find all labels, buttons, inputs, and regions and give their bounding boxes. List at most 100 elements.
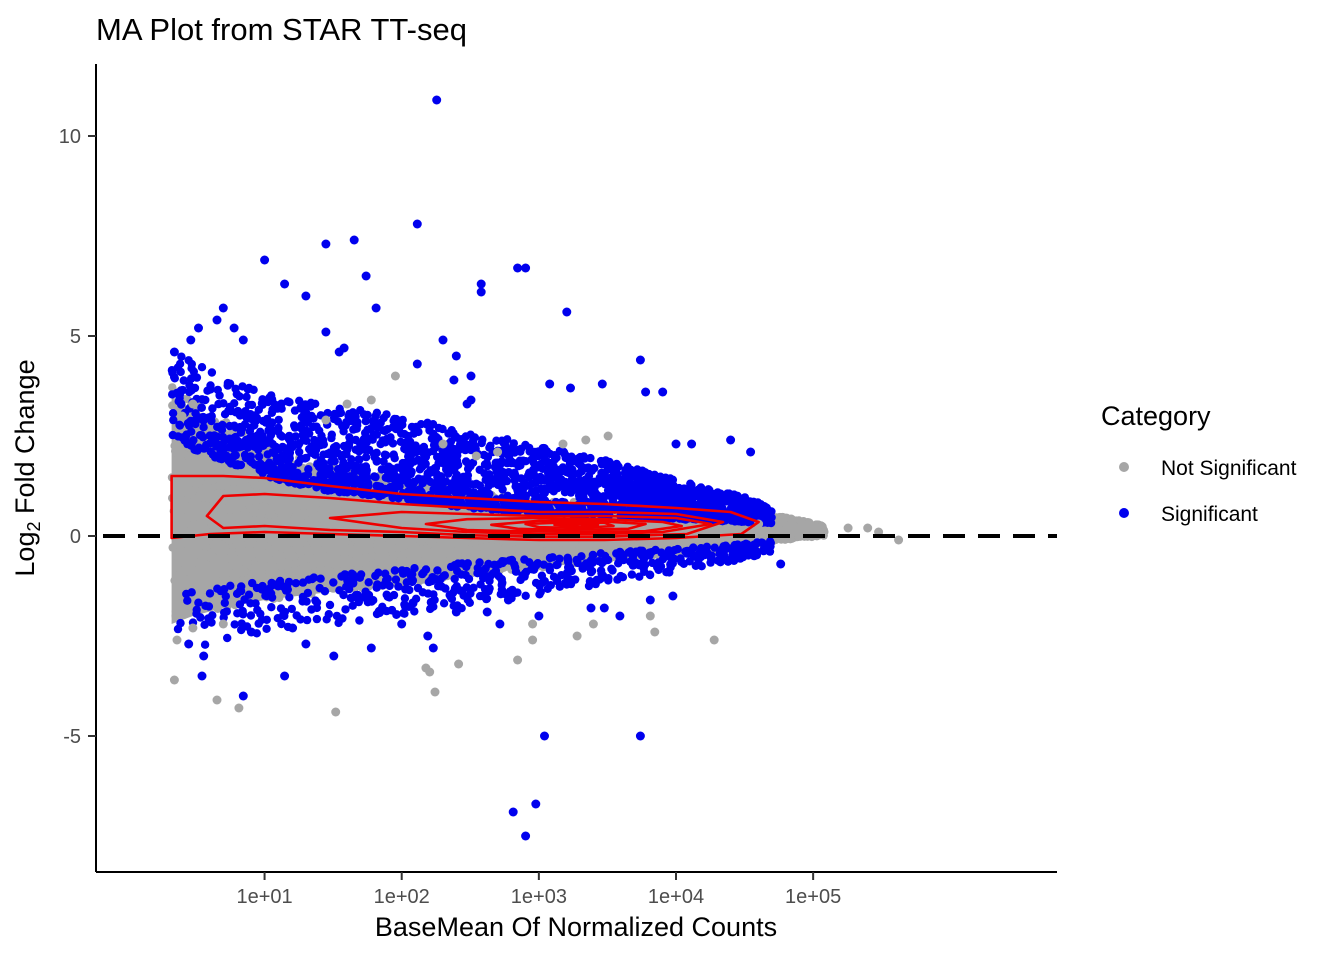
not-significant-point bbox=[353, 541, 362, 550]
not-significant-point bbox=[197, 541, 207, 550]
significant-point bbox=[176, 367, 185, 377]
significant-point bbox=[743, 549, 752, 558]
not-significant-point bbox=[442, 541, 452, 550]
not-significant-point bbox=[264, 508, 273, 517]
not-significant-point bbox=[472, 548, 481, 557]
significant-point bbox=[372, 457, 381, 466]
significant-point bbox=[480, 571, 489, 580]
not-significant-point bbox=[256, 544, 266, 554]
not-significant-point bbox=[331, 519, 340, 529]
not-significant-point bbox=[174, 453, 183, 463]
significant-point bbox=[223, 633, 232, 643]
not-significant-point bbox=[366, 553, 376, 562]
not-significant-point bbox=[396, 519, 405, 528]
significant-point bbox=[463, 595, 472, 604]
significant-point bbox=[341, 605, 350, 614]
not-significant-point bbox=[369, 525, 378, 534]
not-significant-point bbox=[333, 506, 343, 515]
significant-point bbox=[189, 436, 198, 445]
not-significant-point bbox=[203, 478, 212, 487]
not-significant-point bbox=[300, 501, 309, 511]
not-significant-point bbox=[246, 537, 256, 546]
not-significant-point bbox=[299, 507, 308, 517]
significant-point bbox=[371, 411, 380, 421]
not-significant-point bbox=[250, 515, 259, 525]
significant-point bbox=[543, 584, 552, 593]
not-significant-point bbox=[376, 516, 385, 525]
significant-point bbox=[220, 598, 229, 608]
not-significant-point bbox=[407, 556, 416, 565]
significant-point bbox=[212, 442, 221, 451]
significant-point bbox=[182, 589, 191, 599]
not-significant-point bbox=[222, 478, 232, 488]
not-significant-point bbox=[436, 557, 446, 566]
significant-point bbox=[361, 453, 371, 462]
not-significant-point bbox=[385, 516, 394, 525]
significant-point bbox=[390, 566, 400, 575]
not-significant-point bbox=[201, 560, 210, 570]
not-significant-point bbox=[189, 525, 199, 534]
significant-point bbox=[552, 560, 561, 570]
significant-point bbox=[207, 368, 217, 377]
not-significant-point bbox=[527, 543, 537, 552]
not-significant-point bbox=[298, 518, 307, 528]
not-significant-point bbox=[207, 553, 216, 562]
not-significant-point bbox=[275, 593, 284, 603]
not-significant-point bbox=[276, 483, 285, 493]
significant-point bbox=[348, 601, 357, 610]
not-significant-point bbox=[292, 510, 302, 519]
significant-point bbox=[247, 400, 257, 410]
not-significant-point bbox=[347, 558, 356, 568]
not-significant-point bbox=[309, 539, 318, 548]
significant-point bbox=[329, 578, 338, 587]
significant-point bbox=[553, 474, 562, 483]
significant-point bbox=[205, 589, 215, 598]
significant-point bbox=[432, 432, 441, 442]
not-significant-point bbox=[330, 560, 340, 569]
not-significant-point bbox=[330, 569, 340, 578]
not-significant-point bbox=[299, 535, 308, 544]
not-significant-point bbox=[663, 539, 673, 548]
not-significant-point bbox=[201, 581, 211, 591]
not-significant-point bbox=[188, 545, 197, 554]
not-significant-point bbox=[327, 538, 336, 548]
not-significant-point bbox=[316, 498, 325, 507]
significant-point bbox=[261, 591, 270, 600]
not-significant-point bbox=[282, 515, 292, 525]
not-significant-point bbox=[219, 572, 228, 581]
significant-point bbox=[256, 609, 265, 619]
significant-point bbox=[477, 438, 486, 448]
significant-point bbox=[483, 461, 492, 471]
not-significant-point bbox=[283, 497, 292, 506]
significant-point bbox=[295, 396, 304, 405]
not-significant-point bbox=[395, 539, 404, 549]
not-significant-point bbox=[292, 544, 301, 553]
significant-point bbox=[215, 391, 224, 400]
significant-point bbox=[400, 594, 410, 603]
significant-point bbox=[232, 589, 242, 598]
not-significant-point bbox=[463, 546, 472, 555]
significant-point bbox=[169, 415, 178, 425]
not-significant-point bbox=[466, 520, 476, 530]
significant-point bbox=[168, 409, 178, 418]
significant-point bbox=[242, 392, 251, 402]
not-significant-point bbox=[425, 515, 434, 525]
not-significant-point bbox=[265, 517, 274, 527]
significant-point bbox=[246, 611, 256, 620]
significant-point bbox=[273, 582, 283, 591]
not-significant-point bbox=[281, 558, 291, 567]
significant-point bbox=[441, 584, 450, 593]
significant-point bbox=[540, 577, 549, 586]
significant-point bbox=[525, 558, 534, 567]
significant-point bbox=[399, 608, 408, 618]
not-significant-point bbox=[723, 523, 732, 532]
not-significant-point bbox=[234, 511, 243, 520]
significant-point bbox=[586, 453, 595, 463]
not-significant-point bbox=[204, 494, 213, 503]
not-significant-point bbox=[266, 536, 276, 545]
not-significant-point bbox=[270, 563, 280, 572]
not-significant-point bbox=[171, 446, 180, 456]
not-significant-point bbox=[178, 570, 187, 580]
not-significant-point bbox=[232, 570, 241, 579]
